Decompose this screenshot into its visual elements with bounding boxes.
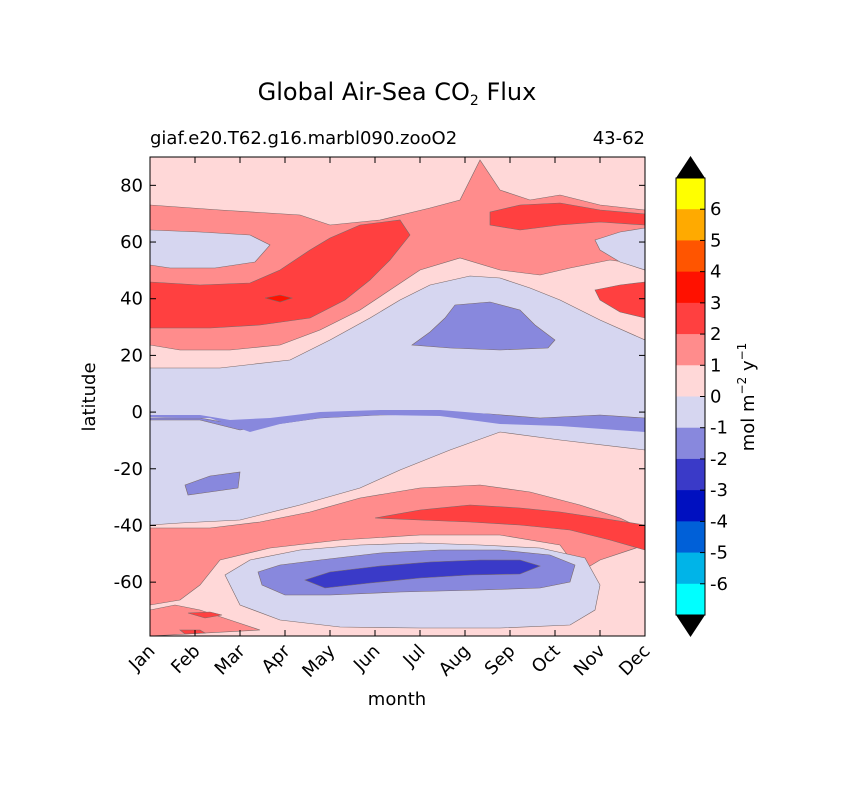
colorbar-level-label: 3 (710, 293, 721, 314)
colorbar-swatch (676, 521, 705, 554)
colorbar-swatch (676, 583, 705, 616)
colorbar-extend-top (676, 156, 705, 178)
y-tick-label: -60 (114, 572, 143, 593)
years-label: 43-62 (593, 128, 645, 149)
colorbar-label: mol m−2 y−1 (735, 343, 759, 452)
y-tick-label: 0 (132, 402, 143, 423)
colorbar-swatch (676, 552, 705, 585)
colorbar-extend-bottom (676, 615, 705, 637)
x-tick-label: May (298, 640, 339, 681)
colorbar-swatch (676, 178, 705, 210)
colorbar-level-label: -5 (710, 543, 728, 564)
colorbar-swatch (676, 302, 705, 335)
colorbar-level-label: -6 (710, 574, 728, 595)
chart-title: Global Air-Sea CO2 Flux (258, 78, 537, 109)
x-tick-label: Aug (435, 641, 475, 681)
y-tick-label: 60 (120, 232, 143, 253)
x-tick-label: Feb (167, 641, 204, 678)
y-tick-label: 40 (120, 289, 143, 310)
colorbar-level-label: 6 (710, 199, 721, 220)
y-tick-label: -20 (114, 459, 143, 480)
contour-fill (150, 157, 645, 636)
colorbar-level-label: -4 (710, 511, 728, 532)
x-tick-label: Dec (615, 641, 654, 680)
x-tick-label: Jun (349, 641, 384, 676)
colorbar-level-label: -1 (710, 418, 728, 439)
colorbar-level-label: -2 (710, 449, 728, 470)
x-tick-label: Sep (481, 641, 520, 680)
x-tick-label: Mar (211, 640, 250, 679)
plot-frame (149, 156, 646, 637)
colorbar-level-label: 2 (710, 324, 721, 345)
colorbar-level-label: 5 (710, 230, 721, 251)
colorbar-swatch (676, 365, 705, 397)
x-tick-label: Jul (399, 641, 430, 672)
case-label: giaf.e20.T62.g16.marbl090.zooO2 (150, 128, 457, 149)
colorbar-swatch (676, 240, 705, 273)
colorbar-swatch (676, 271, 705, 304)
x-tick-label: Oct (528, 641, 565, 678)
colorbar-swatch (676, 427, 705, 460)
x-tick-label: Nov (570, 640, 610, 680)
y-tick-label: -40 (114, 515, 143, 536)
colorbar-level-label: 0 (710, 387, 721, 408)
x-tick-label: Apr (258, 640, 295, 677)
colorbar-swatch (676, 490, 705, 522)
colorbar: 6 5 4 3 2 1 0 -1 -2 -3 -4 -5 -6 (675, 156, 728, 637)
y-axis-label: latitude (79, 362, 100, 431)
colorbar-level-label: 1 (710, 355, 721, 376)
x-tick-label: Jan (124, 641, 159, 676)
colorbar-swatch (676, 458, 705, 491)
y-tick-label: 80 (120, 175, 143, 196)
colorbar-level-label: -3 (710, 480, 728, 501)
colorbar-swatch (676, 396, 705, 429)
colorbar-swatch (676, 209, 705, 241)
x-axis-label: month (368, 689, 426, 710)
y-tick-label: 20 (120, 345, 143, 366)
colorbar-swatch (676, 334, 705, 366)
y-axis: 80 60 40 20 0 -20 -40 -60 (114, 175, 645, 593)
colorbar-level-label: 4 (710, 262, 721, 283)
